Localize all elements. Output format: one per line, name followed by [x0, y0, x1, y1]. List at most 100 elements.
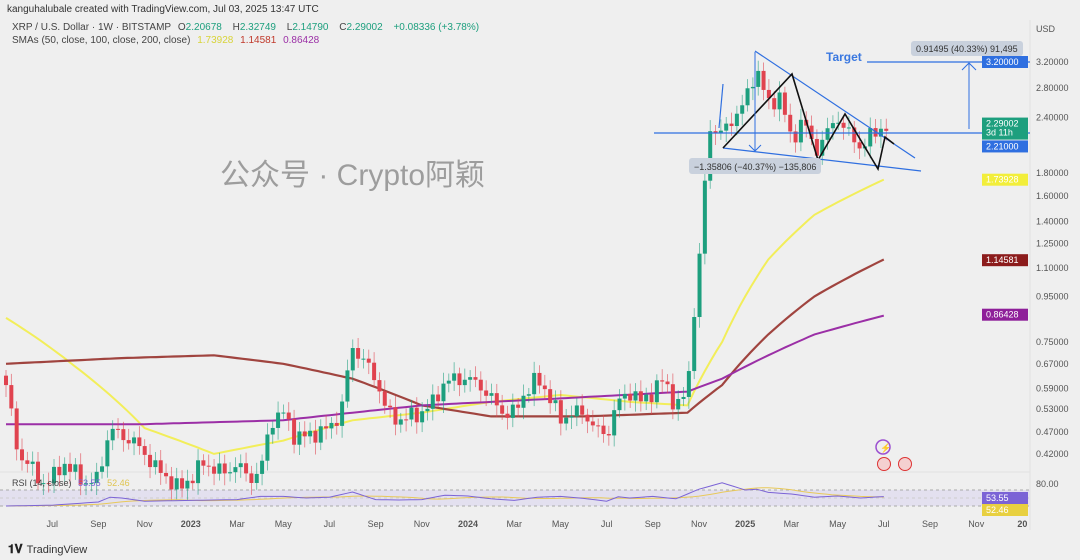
- candle[interactable]: [318, 426, 323, 443]
- candle[interactable]: [505, 413, 510, 418]
- candle[interactable]: [473, 377, 478, 380]
- candle[interactable]: [196, 460, 201, 484]
- candle[interactable]: [718, 130, 723, 134]
- candle[interactable]: [153, 460, 158, 468]
- candle[interactable]: [500, 405, 505, 414]
- candle[interactable]: [644, 394, 649, 402]
- candle[interactable]: [660, 380, 665, 382]
- candle[interactable]: [409, 407, 414, 420]
- candle[interactable]: [340, 401, 345, 426]
- candle[interactable]: [761, 70, 766, 90]
- candle[interactable]: [777, 92, 782, 110]
- candle[interactable]: [713, 131, 718, 134]
- candle[interactable]: [388, 405, 393, 408]
- candle[interactable]: [825, 128, 830, 140]
- candle[interactable]: [174, 478, 179, 490]
- candle[interactable]: [398, 419, 403, 425]
- zigzag-line[interactable]: [722, 72, 895, 172]
- candle[interactable]: [756, 70, 761, 87]
- candle[interactable]: [521, 395, 526, 408]
- candle[interactable]: [228, 472, 233, 474]
- candle[interactable]: [846, 127, 851, 129]
- candle[interactable]: [313, 430, 318, 443]
- candle[interactable]: [121, 429, 126, 441]
- candle[interactable]: [740, 105, 745, 114]
- candle[interactable]: [692, 317, 697, 372]
- candle[interactable]: [868, 128, 873, 147]
- candle[interactable]: [468, 377, 473, 380]
- candle[interactable]: [126, 440, 131, 444]
- candle[interactable]: [292, 419, 297, 445]
- candle[interactable]: [57, 466, 62, 476]
- candle[interactable]: [676, 398, 681, 410]
- candle[interactable]: [62, 463, 67, 476]
- candle[interactable]: [110, 428, 115, 441]
- candle[interactable]: [670, 384, 675, 410]
- candle[interactable]: [372, 362, 377, 381]
- candle[interactable]: [814, 138, 819, 156]
- candle[interactable]: [201, 460, 206, 466]
- candle[interactable]: [46, 483, 51, 485]
- candle[interactable]: [494, 393, 499, 406]
- candle[interactable]: [206, 465, 211, 467]
- candle[interactable]: [558, 400, 563, 424]
- candle[interactable]: [574, 405, 579, 417]
- lightning-event-icon[interactable]: [875, 439, 891, 455]
- candle[interactable]: [137, 437, 142, 447]
- candle[interactable]: [697, 253, 702, 318]
- candle[interactable]: [526, 394, 531, 396]
- candle[interactable]: [553, 400, 558, 404]
- candle[interactable]: [393, 407, 398, 425]
- candle[interactable]: [356, 348, 361, 359]
- candle[interactable]: [420, 411, 425, 423]
- candle[interactable]: [212, 466, 217, 474]
- candle[interactable]: [489, 393, 494, 396]
- candle[interactable]: [100, 466, 105, 472]
- candle[interactable]: [425, 408, 430, 412]
- candle[interactable]: [809, 125, 814, 139]
- candle[interactable]: [260, 460, 265, 474]
- candle[interactable]: [772, 98, 777, 110]
- candle[interactable]: [25, 460, 30, 464]
- candle[interactable]: [446, 380, 451, 384]
- candle[interactable]: [745, 88, 750, 106]
- candle[interactable]: [654, 380, 659, 403]
- candle[interactable]: [180, 478, 185, 489]
- candle[interactable]: [14, 408, 19, 450]
- candle[interactable]: [73, 464, 78, 472]
- candle[interactable]: [329, 422, 334, 429]
- candle[interactable]: [276, 412, 281, 428]
- time-axis[interactable]: Jul Sep Nov 2023 Mar May Jul Sep Nov 2024 Mar May Ju…: [46, 519, 1027, 529]
- candle[interactable]: [430, 394, 435, 409]
- candle[interactable]: [36, 461, 41, 484]
- candle[interactable]: [265, 434, 270, 461]
- candle[interactable]: [569, 416, 574, 418]
- candle[interactable]: [249, 473, 254, 483]
- candle[interactable]: [830, 123, 835, 129]
- candle[interactable]: [158, 460, 163, 473]
- candle[interactable]: [590, 421, 595, 426]
- candle[interactable]: [350, 348, 355, 371]
- candle[interactable]: [361, 358, 366, 360]
- candle[interactable]: [89, 483, 94, 485]
- candle[interactable]: [857, 142, 862, 149]
- candle[interactable]: [734, 113, 739, 127]
- candle[interactable]: [148, 454, 153, 468]
- candle[interactable]: [622, 393, 627, 399]
- candle[interactable]: [601, 425, 606, 435]
- candle[interactable]: [281, 412, 286, 414]
- candle[interactable]: [52, 466, 57, 484]
- candle[interactable]: [185, 480, 190, 489]
- candle[interactable]: [606, 434, 611, 436]
- candle[interactable]: [9, 385, 14, 409]
- candle[interactable]: [94, 471, 99, 484]
- candle[interactable]: [510, 404, 515, 418]
- candle[interactable]: [254, 473, 259, 483]
- candle[interactable]: [324, 426, 329, 429]
- candle[interactable]: [217, 463, 222, 474]
- candle[interactable]: [665, 381, 670, 385]
- candle[interactable]: [782, 92, 787, 115]
- sma-label[interactable]: SMAs (50, close, 100, close, 200, close): [12, 35, 191, 46]
- candle[interactable]: [548, 389, 553, 404]
